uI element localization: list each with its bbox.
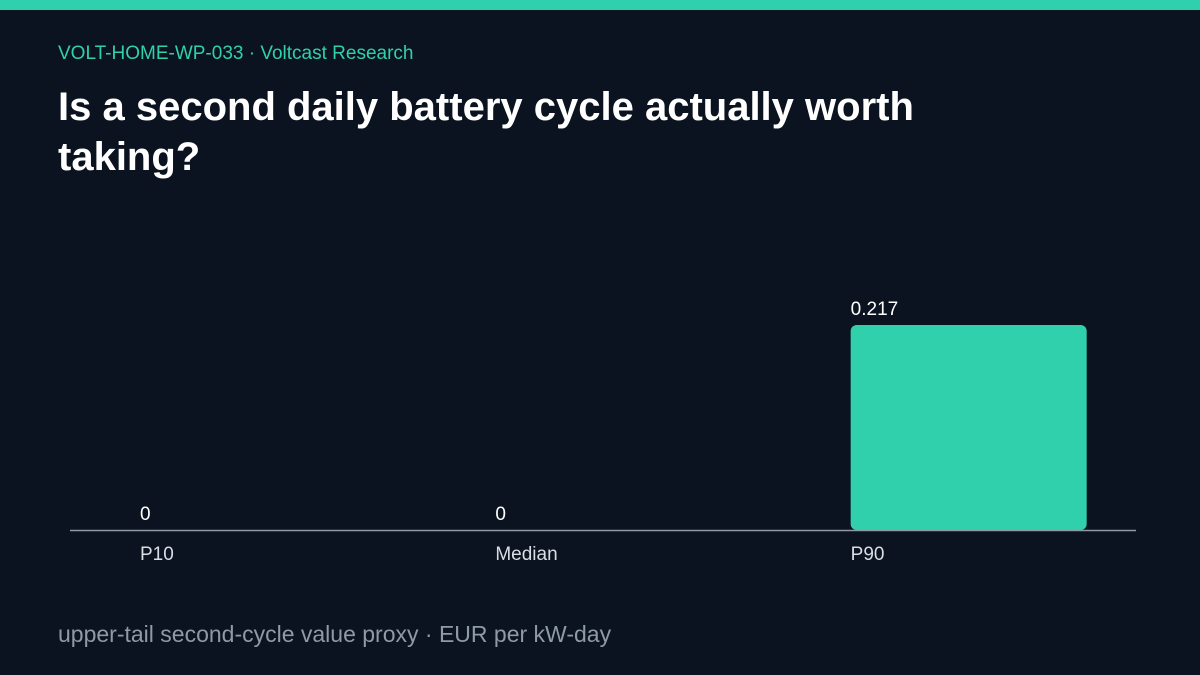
value-label-p90: 0.217	[851, 299, 899, 320]
value-label-median: 0	[495, 504, 506, 525]
bars-group	[850, 325, 1087, 530]
chart-footnote: upper-tail second-cycle value proxy · EU…	[58, 621, 612, 647]
category-label-p10: P10	[140, 544, 174, 565]
category-label-median: Median	[495, 544, 557, 565]
page-title: Is a second daily battery cycle actually…	[58, 85, 914, 179]
report-kicker: VOLT-HOME-WP-033 · Voltcast Research	[58, 43, 414, 64]
labels-group: 0 P10 0 Median 0.217 P90	[140, 299, 898, 565]
category-label-p90: P90	[851, 544, 885, 565]
value-label-p10: 0	[140, 504, 151, 525]
top-accent-bar	[0, 0, 1200, 10]
bar-p90	[850, 325, 1087, 530]
